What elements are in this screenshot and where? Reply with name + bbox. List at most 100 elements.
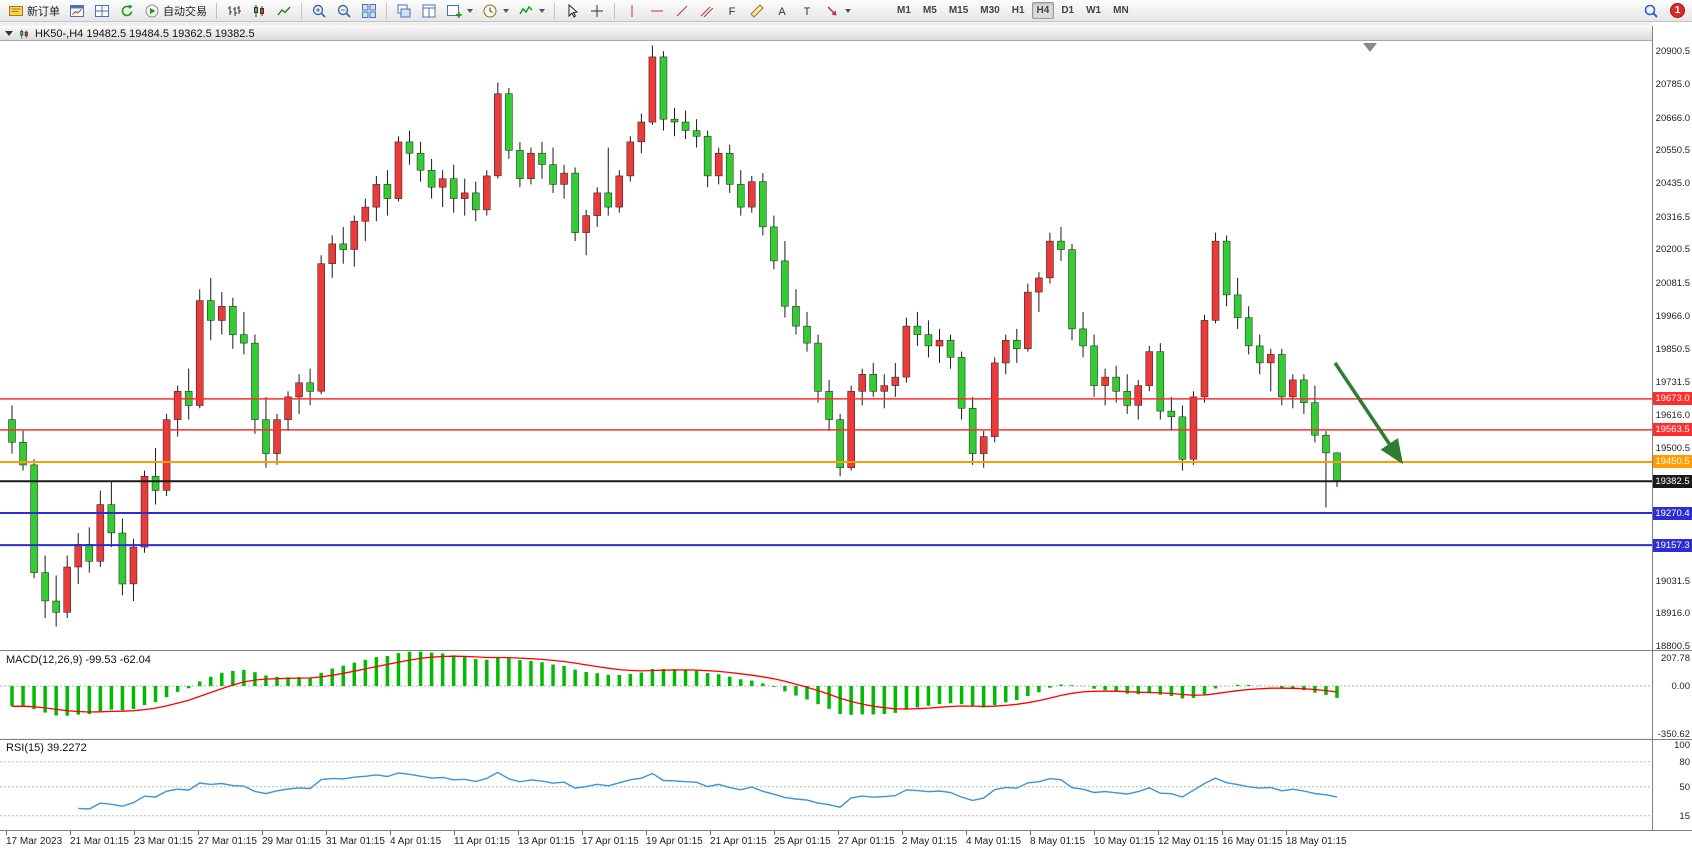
dropdown-caret-icon[interactable]: [503, 8, 509, 13]
text-label-button[interactable]: T: [795, 1, 819, 21]
timeframe-m1-button[interactable]: M1: [897, 5, 911, 16]
charts-button[interactable]: [65, 1, 89, 21]
candle: [990, 357, 999, 443]
time-axis-tick: [390, 831, 391, 835]
arrow-object[interactable]: [1333, 361, 1403, 465]
chart-shift-marker[interactable]: [1363, 43, 1377, 52]
candle: [582, 209, 590, 256]
search-button[interactable]: [1639, 1, 1663, 21]
time-axis-tick: [198, 831, 199, 835]
time-axis[interactable]: 17 Mar 2023 21 Mar 01:15 23 Mar 01:15 27 Ma…: [0, 831, 1692, 854]
candlestick-chart-button[interactable]: [247, 1, 271, 21]
candle: [394, 136, 403, 202]
cursor-button[interactable]: [560, 1, 584, 21]
chart-profiles-button[interactable]: [90, 1, 114, 21]
macd-panel-separator[interactable]: [0, 650, 1692, 651]
time-axis-separator: [0, 830, 1692, 831]
candlestick-chart[interactable]: [0, 41, 1652, 650]
timeframe-toolbar: M1 M5 M15 M30 H1 H4 D1 W1 MN: [892, 2, 1134, 19]
timeframe-d1-button[interactable]: D1: [1061, 5, 1075, 16]
rsi-axis-label: 100: [1674, 740, 1690, 751]
vertical-line-button[interactable]: [620, 1, 644, 21]
zoom-in-button[interactable]: [307, 1, 331, 21]
price-axis-label: 20435.0: [1655, 178, 1690, 189]
time-axis-tick: [582, 831, 583, 835]
candle: [30, 459, 38, 579]
timeframe-m30-button[interactable]: M30: [980, 5, 1000, 16]
notification-badge[interactable]: 1: [1670, 3, 1685, 18]
price-axis[interactable]: 20900.5 20785.0 20666.0 20550.5 20435.0 20316…: [1653, 22, 1692, 831]
candle: [273, 413, 281, 465]
candle: [173, 385, 182, 437]
indicators-button[interactable]: [514, 1, 549, 21]
toolbar-right-group: 1: [1639, 1, 1688, 21]
autotrading-button[interactable]: 自动交易: [140, 1, 211, 21]
text-button[interactable]: A: [770, 1, 794, 21]
bar-chart-button[interactable]: [222, 1, 246, 21]
chart-titlebar[interactable]: HK50-,H4 19482.5 19484.5 19362.5 19382.5: [0, 26, 1692, 41]
candle: [1112, 365, 1120, 403]
macd-axis-label: -350.62: [1657, 729, 1690, 740]
candle: [792, 289, 800, 335]
rsi-panel[interactable]: [0, 740, 1652, 830]
dropdown-caret-icon[interactable]: [467, 8, 473, 13]
candle: [703, 130, 712, 188]
new-chart-button[interactable]: [442, 1, 477, 21]
price-axis-label: 19500.5: [1655, 443, 1690, 454]
shapes-button[interactable]: [745, 1, 769, 21]
dropdown-caret-icon[interactable]: [539, 8, 545, 13]
line-chart-button[interactable]: [272, 1, 296, 21]
new-order-button[interactable]: 新订单: [4, 1, 64, 21]
candle: [118, 518, 127, 596]
timeframe-w1-button[interactable]: W1: [1086, 5, 1102, 16]
candle: [858, 368, 866, 406]
candle: [714, 147, 723, 185]
candle: [284, 391, 292, 431]
candle: [781, 241, 789, 318]
data-window-button[interactable]: [417, 1, 441, 21]
candle: [527, 147, 535, 185]
dropdown-caret-icon[interactable]: [845, 8, 851, 13]
macd-panel[interactable]: [0, 651, 1652, 738]
periods-button[interactable]: [478, 1, 513, 21]
price-axis-label: 19031.5: [1655, 576, 1690, 587]
candle: [1134, 379, 1142, 420]
equidistant-channel-button[interactable]: [695, 1, 719, 21]
price-tag: 19563.5: [1653, 423, 1692, 436]
time-axis-tick: [6, 831, 7, 835]
candle: [41, 555, 49, 618]
horizontal-line-button[interactable]: [645, 1, 669, 21]
candle: [129, 538, 138, 601]
rsi-panel-separator[interactable]: [0, 739, 1692, 740]
new-chart-icon: [447, 4, 462, 18]
timeframe-h4-button[interactable]: H4: [1031, 2, 1055, 19]
crosshair-button[interactable]: [585, 1, 609, 21]
candle: [240, 311, 248, 355]
time-axis-tick: [646, 831, 647, 835]
time-axis-tick: [454, 831, 455, 835]
refresh-icon: [121, 4, 133, 16]
trendline-button[interactable]: [670, 1, 694, 21]
timeframe-m5-button[interactable]: M5: [922, 5, 937, 16]
macd-histogram: [10, 651, 1339, 716]
refresh-button[interactable]: [115, 1, 139, 21]
fibonacci-button[interactable]: F: [720, 1, 744, 21]
price-axis-label: 20666.0: [1655, 113, 1690, 124]
candle: [427, 158, 436, 199]
candle: [1068, 243, 1076, 341]
candlesticks: [8, 45, 1341, 627]
arrows-button[interactable]: [820, 1, 855, 21]
candle: [140, 470, 149, 553]
timeframe-mn-button[interactable]: MN: [1113, 5, 1129, 16]
timeframe-m15-button[interactable]: M15: [948, 5, 969, 16]
tile-windows-button[interactable]: [357, 1, 381, 21]
candle: [604, 147, 612, 216]
macd-label: MACD(12,26,9) -99.53 -62.04: [6, 654, 151, 666]
cascade-windows-button[interactable]: [392, 1, 416, 21]
cursor-icon: [568, 3, 579, 18]
timeframe-h1-button[interactable]: H1: [1011, 5, 1025, 16]
candle: [957, 351, 966, 420]
candle: [1024, 283, 1032, 352]
window-menu-icon[interactable]: [5, 31, 13, 36]
zoom-out-button[interactable]: [332, 1, 356, 21]
